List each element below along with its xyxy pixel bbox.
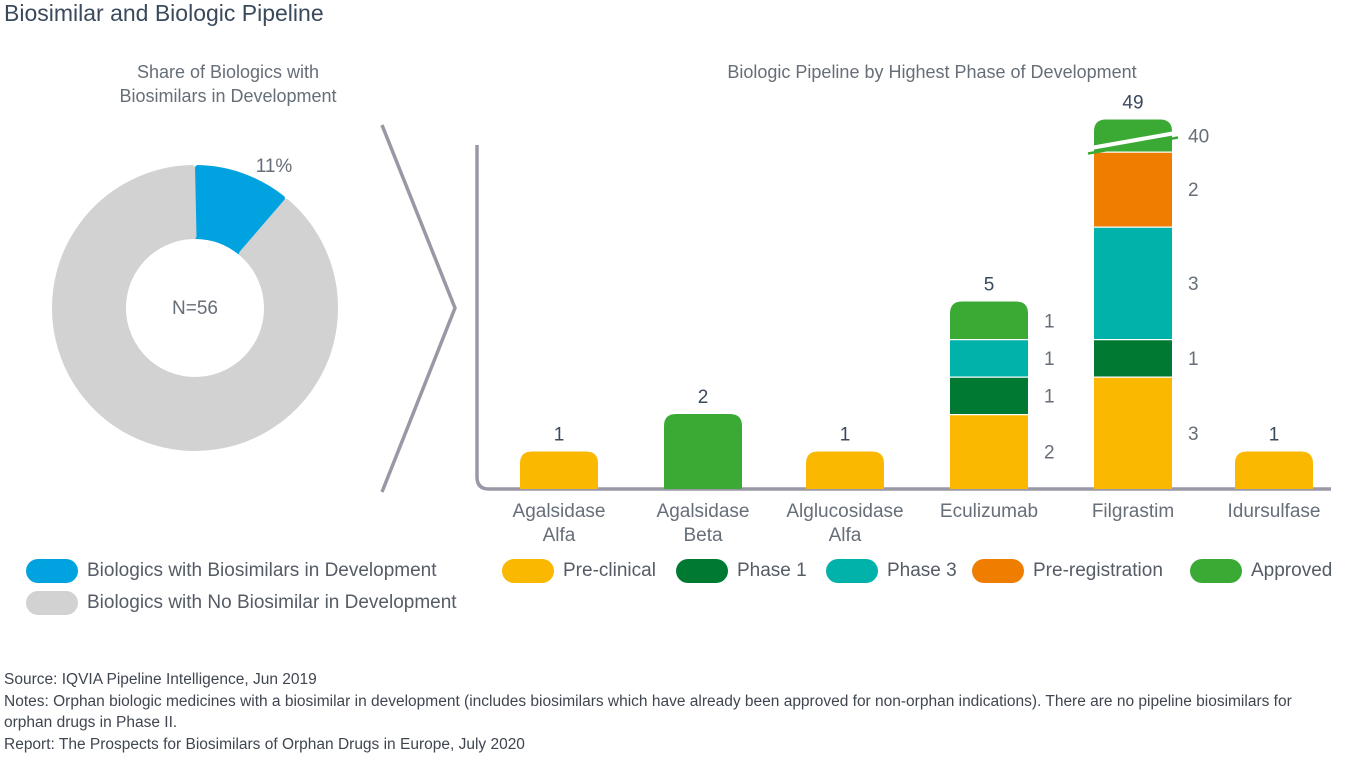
legend-item-no-biosimilar: Biologics with No Biosimilar in Developm… xyxy=(26,591,457,615)
category-label: Alglucosidase Alfa xyxy=(786,501,903,546)
bar-segment-approved xyxy=(664,414,742,489)
segment-value-label: 1 xyxy=(1044,386,1055,407)
donut-slice-no-biosimilar xyxy=(52,165,338,451)
legend-label: Biologics with No Biosimilar in Developm… xyxy=(87,592,457,613)
bar-segment-phase-3 xyxy=(950,339,1028,377)
donut-segment-label: 11% xyxy=(256,156,293,177)
segment-value-label: 1 xyxy=(1044,349,1055,370)
legend-label: Phase 1 xyxy=(737,560,807,581)
category-label: Eculizumab xyxy=(940,501,1038,522)
legend-label: Approved xyxy=(1251,560,1333,581)
bar-segment-pre-registration xyxy=(1094,151,1172,227)
segment-value-label: 3 xyxy=(1188,274,1199,295)
bar-total-label: 49 xyxy=(1122,93,1143,114)
legend-swatch xyxy=(676,559,728,583)
segment-value-label: 40 xyxy=(1188,127,1209,148)
segment-value-label: 2 xyxy=(1188,180,1199,201)
bar-chart-title: Biologic Pipeline by Highest Phase of De… xyxy=(727,62,1137,82)
legend-item-pre-registration: Pre-registration xyxy=(972,559,1163,583)
category-label: Agalsidase Beta xyxy=(657,501,750,546)
bar-chart-axis xyxy=(475,145,1331,491)
bar-segment-approved xyxy=(950,301,1028,339)
segment-value-label: 3 xyxy=(1188,424,1199,445)
chevron-divider xyxy=(380,124,457,493)
legend-label: Pre-clinical xyxy=(563,560,656,581)
legend-item-pre-clinical: Pre-clinical xyxy=(502,559,656,583)
bar-total-label: 1 xyxy=(1269,425,1280,446)
legend-label: Pre-registration xyxy=(1033,560,1163,581)
category-label: Idursulfase xyxy=(1228,501,1321,522)
legend-item-phase-1: Phase 1 xyxy=(676,559,807,583)
charts-canvas: 1 Agalsidase Alfa 2 Agalsidase Beta 1 Alglucosi… xyxy=(52,93,1331,546)
source-note: Source: IQVIA Pipeline Intelligence, Jun… xyxy=(4,671,317,688)
donut-title-line-1: Share of Biologics with xyxy=(136,62,320,82)
legend-item-approved: Approved xyxy=(1190,559,1332,583)
bar-segment-pre-clinical xyxy=(520,451,598,489)
bar-segment-pre-clinical xyxy=(806,451,884,489)
segment-value-label: 2 xyxy=(1044,443,1055,464)
legend-swatch xyxy=(972,559,1024,583)
legend-item-phase-3: Phase 3 xyxy=(826,559,957,583)
donut-slice-with-biosimilars xyxy=(193,165,285,255)
legend-label: Phase 3 xyxy=(887,560,957,581)
donut-title-line-2: Biosimilars in Development xyxy=(119,86,337,106)
legend-swatch xyxy=(26,559,78,583)
bar-total-label: 1 xyxy=(554,425,565,446)
legend-swatch xyxy=(1190,559,1242,583)
donut-chart xyxy=(52,165,338,451)
legend-label: Biologics with Biosimilars in Developmen… xyxy=(87,560,437,581)
notes-text: Notes: Orphan biologic medicines with a … xyxy=(4,693,1292,731)
bar-segment-pre-clinical xyxy=(1094,376,1172,489)
bar-segment-pre-clinical xyxy=(950,414,1028,489)
segment-value-label: 1 xyxy=(1044,311,1055,332)
page-title: Biosimilar and Biologic Pipeline xyxy=(4,0,324,26)
bar-segment-phase-1 xyxy=(1094,339,1172,377)
legend-swatch xyxy=(826,559,878,583)
bar-total-label: 1 xyxy=(840,425,851,446)
stacked-bar-chart: 1 Agalsidase Alfa 2 Agalsidase Beta 1 Alglucosi… xyxy=(475,93,1331,546)
legend-swatch xyxy=(502,559,554,583)
category-label: Agalsidase Alfa xyxy=(513,501,606,546)
bar-segment-phase-3 xyxy=(1094,226,1172,339)
segment-value-label: 1 xyxy=(1188,349,1199,370)
bar-total-label: 5 xyxy=(984,275,995,296)
legend-item-with-biosimilars: Biologics with Biosimilars in Developmen… xyxy=(26,559,437,583)
report-note: Report: The Prospects for Biosimilars of… xyxy=(4,736,525,753)
bar-segment-pre-clinical xyxy=(1235,451,1313,489)
bar-segment-phase-1 xyxy=(950,376,1028,414)
category-label: Filgrastim xyxy=(1092,501,1174,522)
legend-swatch xyxy=(26,591,78,615)
donut-chart-title: Share of Biologics with Biosimilars in D… xyxy=(60,60,396,108)
donut-center-label: N=56 xyxy=(172,298,218,319)
bar-total-label: 2 xyxy=(698,387,709,408)
axis-break-mark xyxy=(1087,136,1179,155)
axis-break-gap xyxy=(1087,130,1179,151)
